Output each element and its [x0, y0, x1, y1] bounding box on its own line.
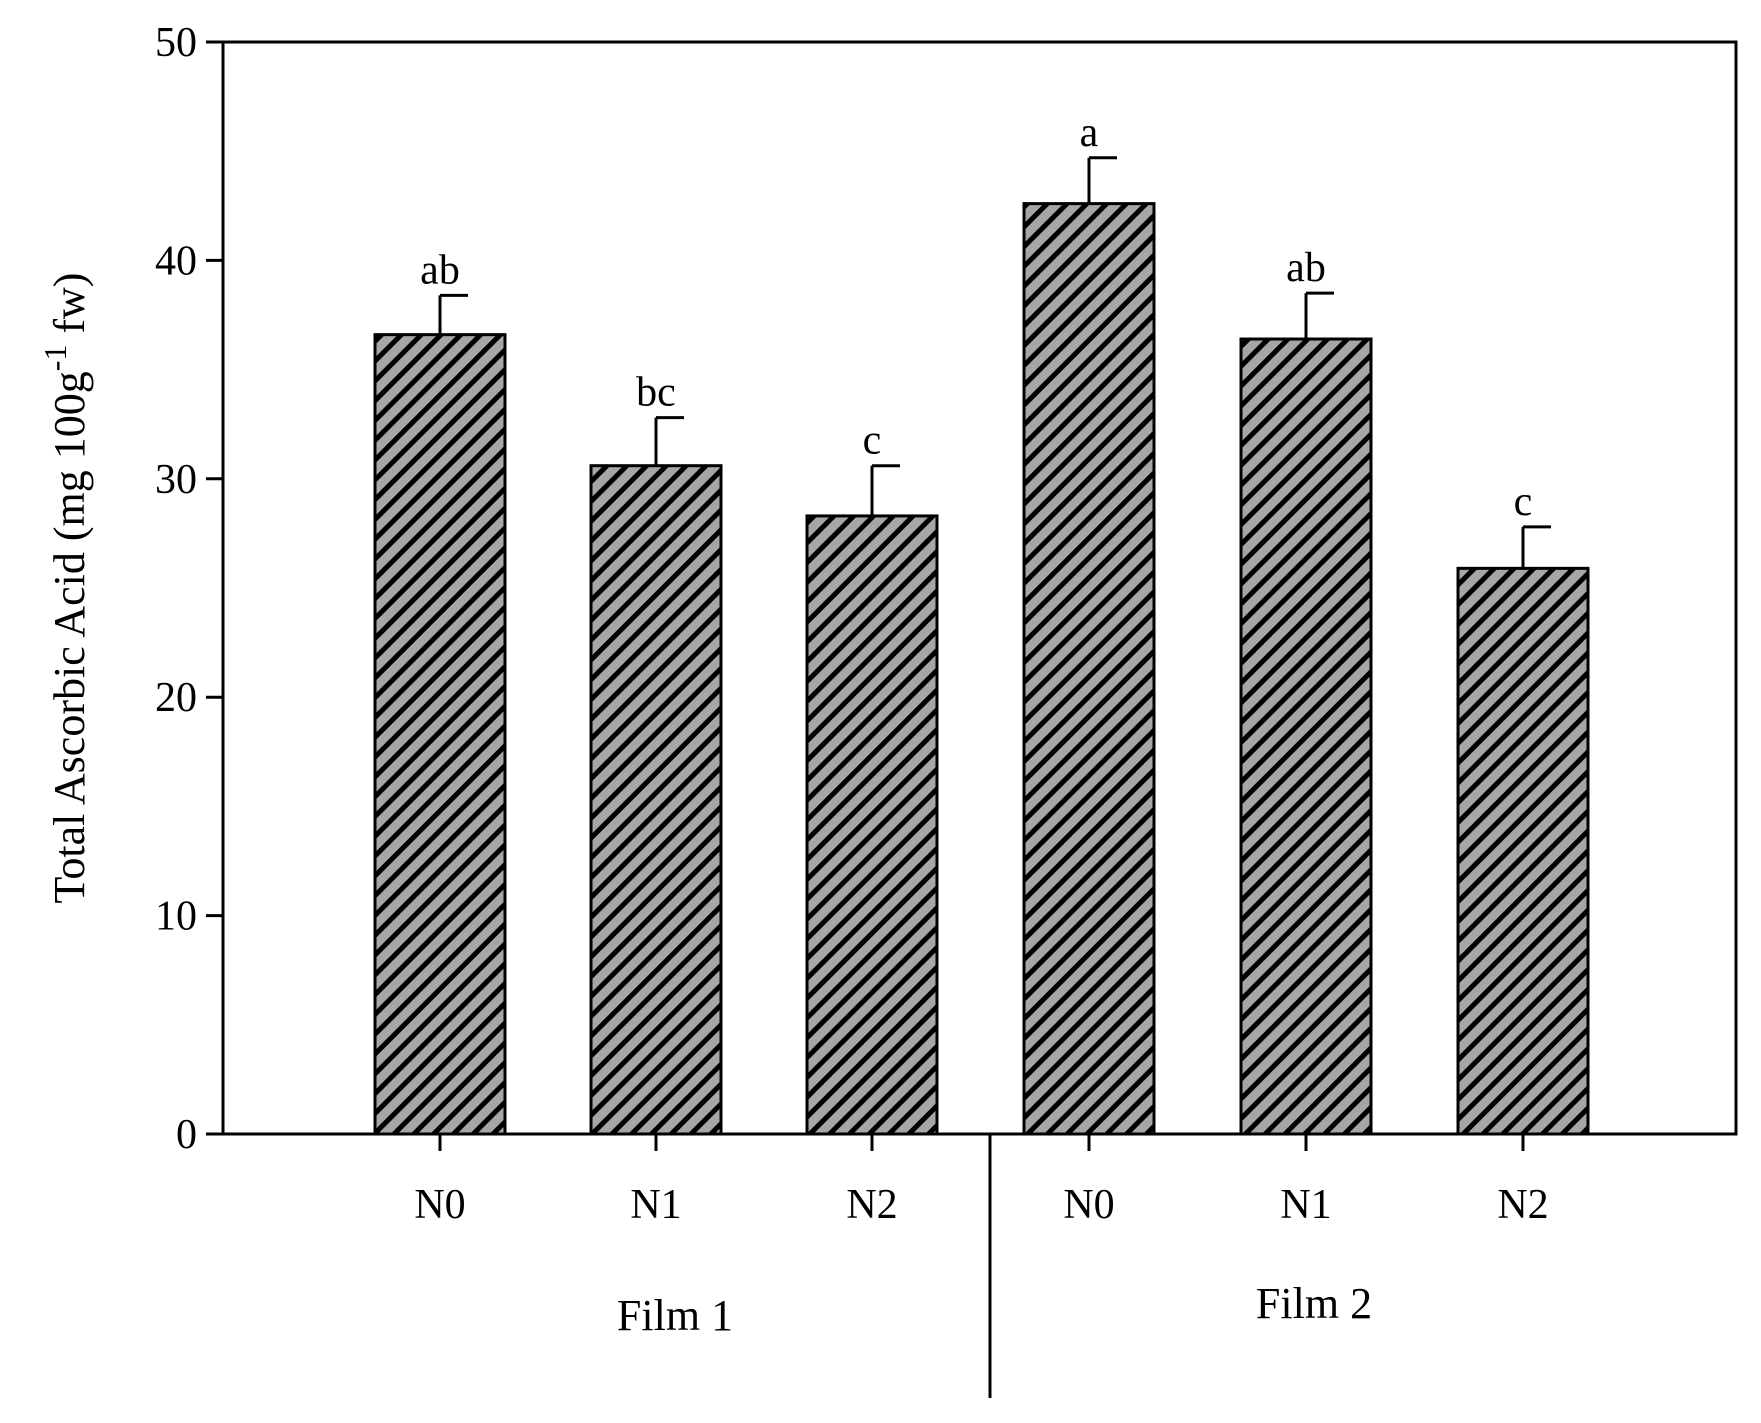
- y-tick-label: 30: [155, 457, 197, 503]
- group-label: Film 2: [1256, 1279, 1372, 1328]
- bar: [1022, 202, 1156, 1136]
- significance-letter: c: [863, 418, 882, 464]
- x-tick-label: N2: [846, 1182, 897, 1228]
- bar: [589, 464, 723, 1136]
- significance-letter: ab: [1286, 245, 1326, 291]
- y-tick-label: 40: [155, 238, 197, 284]
- group-label: Film 1: [617, 1291, 733, 1340]
- y-tick-label: 0: [176, 1112, 197, 1158]
- bar: [805, 514, 939, 1136]
- x-tick-label: N1: [630, 1182, 681, 1228]
- x-tick-label: N1: [1280, 1182, 1331, 1228]
- x-tick-label: N2: [1497, 1182, 1548, 1228]
- significance-letter: c: [1514, 479, 1533, 525]
- significance-letter: ab: [420, 247, 460, 293]
- bar: [1239, 337, 1373, 1136]
- significance-letter: bc: [636, 370, 676, 416]
- bar: [373, 333, 507, 1136]
- y-tick-label: 10: [155, 894, 197, 940]
- y-tick-label: 20: [155, 675, 197, 721]
- x-tick-label: N0: [414, 1182, 465, 1228]
- y-tick-label: 50: [155, 20, 197, 66]
- y-axis-label: Total Ascorbic Acid (mg 100g-1 fw): [37, 273, 94, 904]
- plot-frame: [221, 40, 1738, 1136]
- significance-letter: a: [1080, 110, 1099, 156]
- x-tick-label: N0: [1063, 1182, 1114, 1228]
- bar: [1456, 566, 1590, 1136]
